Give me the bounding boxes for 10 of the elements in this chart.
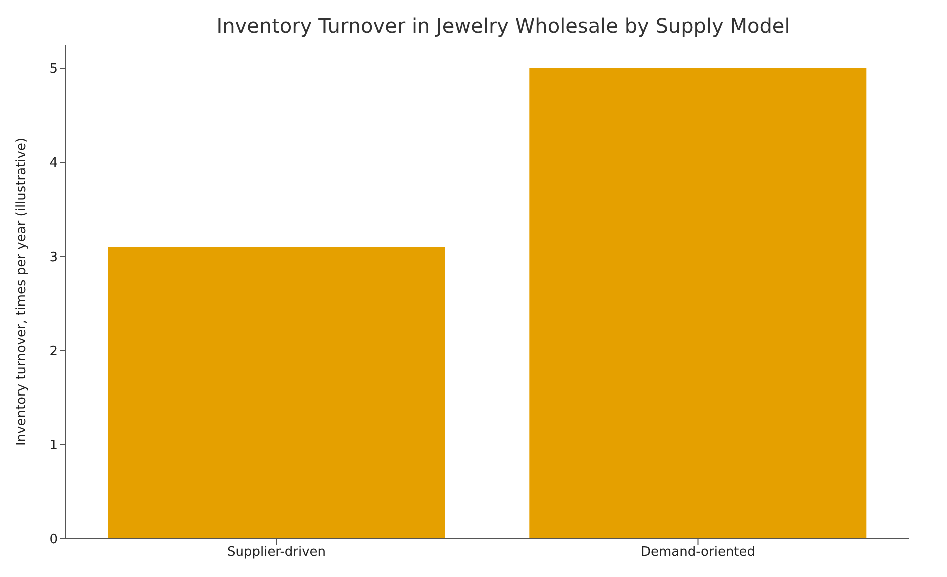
y-tick-label: 5	[50, 62, 58, 78]
y-tick-label: 3	[50, 250, 58, 266]
y-axis-title: Inventory turnover, times per year (illustrative)	[14, 138, 30, 446]
chart-title: Inventory Turnover in Jewelry Wholesale by Supply Model	[216, 14, 792, 38]
y-tick-label: 0	[50, 532, 58, 548]
x-tick-label: Supplier-driven	[227, 545, 326, 560]
y-tick-label: 2	[50, 344, 58, 360]
x-tick-label: Demand-oriented	[640, 545, 756, 560]
y-tick-label: 4	[50, 156, 58, 172]
y-tick-label: 1	[50, 438, 58, 454]
